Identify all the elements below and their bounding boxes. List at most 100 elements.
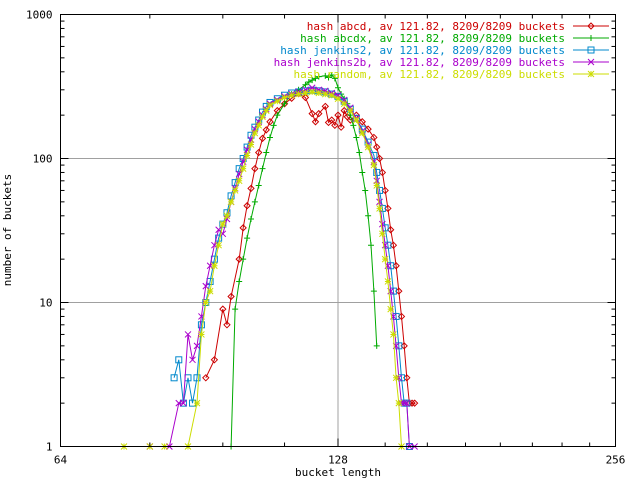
y-tick-label: 10 — [39, 297, 52, 310]
data-point — [193, 374, 201, 382]
data-point — [197, 321, 205, 329]
data-point — [239, 165, 247, 173]
data-point — [379, 230, 386, 238]
data-point — [206, 287, 214, 295]
axis-ticks: 1 10 100 1000 64 128 256 — [26, 9, 625, 467]
y-axis-label: number of buckets — [1, 174, 14, 287]
data-point — [270, 122, 277, 129]
data-point — [243, 202, 251, 210]
data-point — [258, 134, 267, 143]
data-point — [340, 100, 348, 108]
data-point — [588, 35, 594, 41]
data-point — [305, 78, 312, 85]
data-point — [390, 331, 397, 338]
data-point — [251, 129, 259, 137]
data-point — [373, 182, 381, 189]
data-point — [263, 149, 270, 156]
data-point — [337, 123, 345, 131]
data-point — [236, 278, 243, 285]
data-point — [247, 184, 255, 193]
data-point — [387, 305, 395, 313]
data-point — [384, 204, 392, 213]
data-point — [255, 182, 262, 189]
data-point — [334, 111, 342, 119]
x-tick-label: 256 — [606, 454, 626, 467]
y-tick-label: 100 — [33, 153, 53, 166]
data-point — [373, 342, 380, 349]
data-point — [302, 81, 309, 88]
data-point — [327, 116, 336, 124]
data-point — [170, 374, 178, 382]
data-point — [312, 75, 319, 82]
data-point — [243, 146, 251, 154]
data-point — [175, 356, 183, 364]
series-2 — [228, 72, 380, 450]
data-point — [274, 112, 281, 119]
data-point — [184, 331, 192, 338]
data-point — [410, 399, 419, 407]
data-point — [403, 399, 411, 407]
data-point — [587, 58, 595, 66]
data-point — [251, 198, 258, 205]
data-point — [335, 84, 341, 91]
data-point — [331, 75, 338, 82]
data-point — [239, 224, 247, 232]
data-point — [381, 186, 389, 195]
data-point — [301, 93, 310, 102]
data-point — [331, 121, 339, 130]
data-point — [262, 107, 270, 114]
data-point — [202, 374, 210, 382]
data-point — [328, 72, 335, 79]
data-point — [180, 399, 187, 407]
data-point — [223, 212, 231, 220]
data-point — [189, 356, 196, 364]
data-point — [376, 198, 383, 206]
data-point — [353, 134, 360, 141]
data-point — [247, 141, 255, 148]
data-point — [266, 118, 274, 126]
data-point — [315, 109, 323, 118]
data-point — [281, 100, 288, 107]
data-point — [373, 143, 381, 151]
data-point — [587, 22, 595, 30]
data-point — [308, 88, 316, 96]
series-5 — [120, 88, 405, 450]
data-point — [223, 215, 231, 223]
data-point — [240, 256, 247, 263]
legend: hash abcd, av 121.82, 8209/8209 bucketsh… — [274, 20, 609, 81]
data-point — [280, 100, 289, 108]
data-point — [254, 148, 263, 157]
data-point — [378, 168, 387, 177]
data-point — [244, 235, 251, 242]
data-point — [365, 212, 372, 219]
data-point — [251, 164, 259, 173]
data-point — [352, 116, 360, 124]
data-point — [379, 220, 386, 228]
x-tick-label: 64 — [54, 454, 68, 467]
data-point — [311, 118, 320, 126]
data-point — [198, 331, 205, 338]
data-point — [358, 129, 366, 137]
data-point — [266, 101, 274, 109]
data-point — [325, 74, 332, 81]
data-point — [235, 177, 243, 185]
data-point — [215, 234, 223, 242]
data-point — [262, 126, 270, 134]
data-point — [334, 95, 342, 103]
data-point — [315, 89, 323, 97]
series-1 — [202, 89, 419, 407]
data-point — [587, 46, 595, 54]
data-point — [400, 399, 408, 407]
data-point — [346, 116, 355, 124]
data-point — [373, 168, 381, 176]
data-point — [193, 399, 201, 407]
data-point — [376, 205, 383, 212]
data-point — [350, 122, 357, 129]
data-point — [219, 305, 227, 313]
data-point — [370, 161, 378, 169]
data-point — [381, 255, 389, 263]
data-point — [308, 109, 316, 118]
x-tick-label: 128 — [328, 454, 348, 467]
data-point — [356, 149, 363, 156]
data-point — [362, 187, 369, 194]
